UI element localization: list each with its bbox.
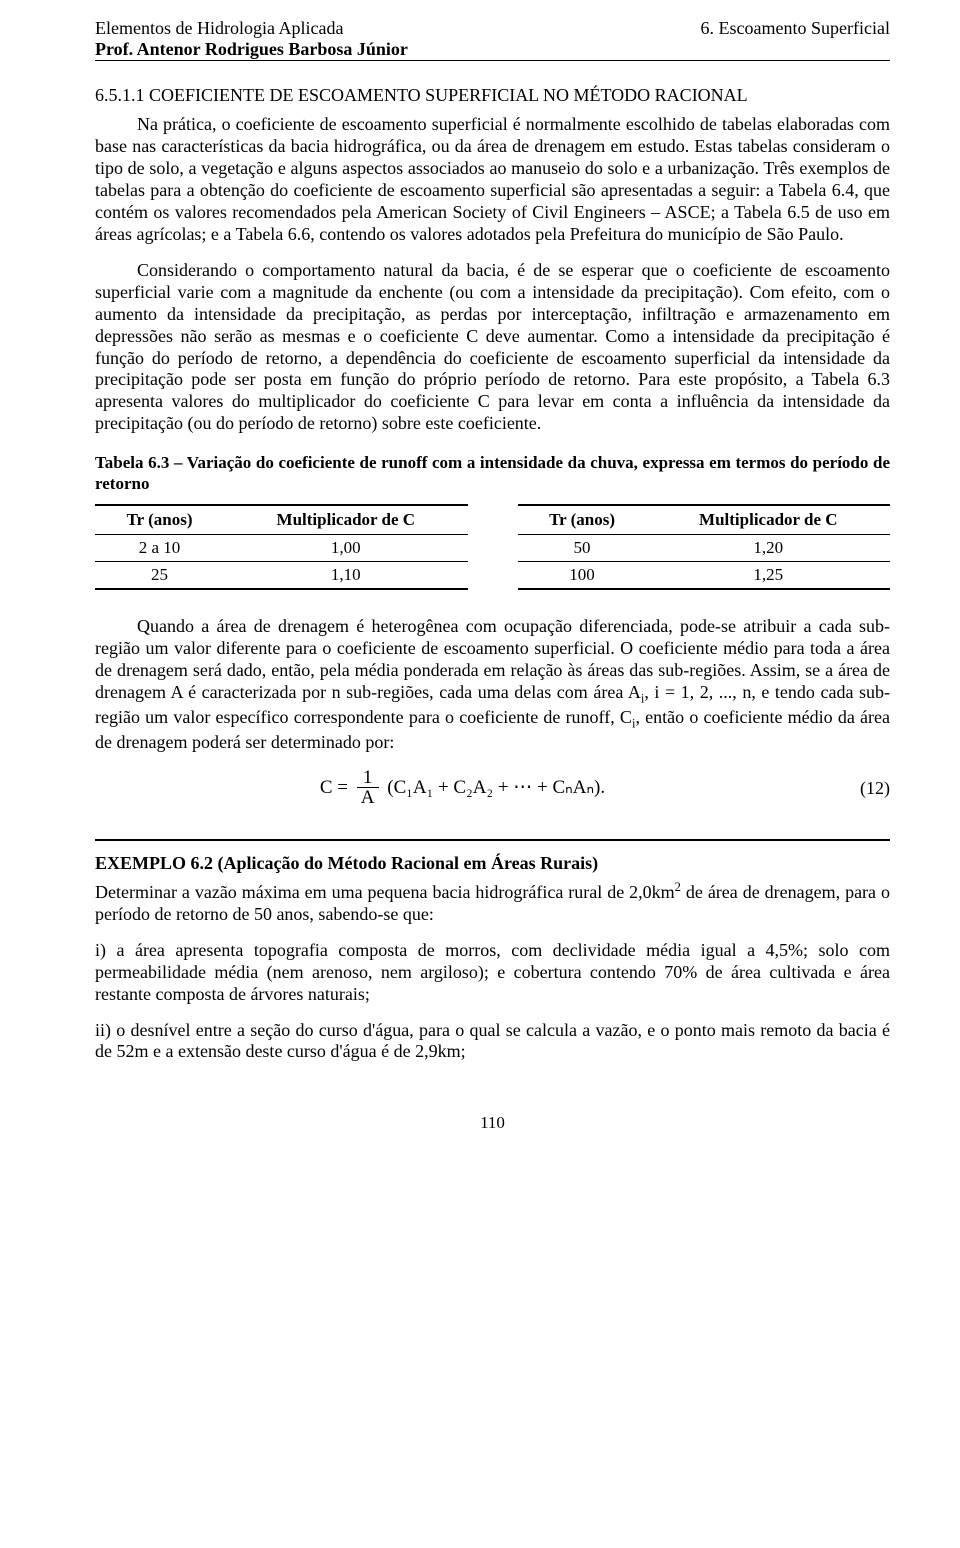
example-item-i: i) a área apresenta topografia composta … xyxy=(95,940,890,1006)
table-col-mult: Multiplicador de C xyxy=(647,505,890,535)
table-cell: 2 a 10 xyxy=(95,535,224,562)
table-row: 2 a 10 1,00 xyxy=(95,535,468,562)
header-right: 6. Escoamento Superficial xyxy=(701,18,890,60)
header-author: Prof. Antenor Rodrigues Barbosa Júnior xyxy=(95,39,408,60)
equation-12: C = 1 A (C₁A₁ + C₂A₂ + ⋯ + CₙAₙ). (12) xyxy=(95,768,890,809)
table-cell: 1,10 xyxy=(224,562,467,590)
section-title: 6.5.1.1 COEFICIENTE DE ESCOAMENTO SUPERF… xyxy=(95,85,890,106)
equation-number: (12) xyxy=(830,778,890,799)
table-col-tr: Tr (anos) xyxy=(518,505,647,535)
paragraph-2: Considerando o comportamento natural da … xyxy=(95,260,890,436)
page: Elementos de Hidrologia Aplicada Prof. A… xyxy=(0,0,960,1173)
example-title: EXEMPLO 6.2 (Aplicação do Método Raciona… xyxy=(95,853,890,874)
table-cell: 50 xyxy=(518,535,647,562)
eq-fraction: 1 A xyxy=(357,768,379,809)
table-6-3-left: Tr (anos) Multiplicador de C 2 a 10 1,00… xyxy=(95,504,468,590)
table-6-3-right: Tr (anos) Multiplicador de C 50 1,20 100… xyxy=(518,504,891,590)
paragraph-1: Na prática, o coeficiente de escoamento … xyxy=(95,114,890,246)
table-cell: 25 xyxy=(95,562,224,590)
table-row: 25 1,10 xyxy=(95,562,468,590)
example-intro: Determinar a vazão máxima em uma pequena… xyxy=(95,880,890,926)
table-cell: 1,00 xyxy=(224,535,467,562)
equation-body: C = 1 A (C₁A₁ + C₂A₂ + ⋯ + CₙAₙ). xyxy=(95,768,830,809)
table-col-tr: Tr (anos) xyxy=(95,505,224,535)
page-header: Elementos de Hidrologia Aplicada Prof. A… xyxy=(95,18,890,61)
table-6-3: Tr (anos) Multiplicador de C 2 a 10 1,00… xyxy=(95,504,890,590)
example-item-ii: ii) o desnível entre a seção do curso d'… xyxy=(95,1020,890,1064)
header-course: Elementos de Hidrologia Aplicada xyxy=(95,18,408,39)
divider xyxy=(95,839,890,841)
table-cell: 100 xyxy=(518,562,647,590)
table-row: 50 1,20 xyxy=(518,535,891,562)
table-cell: 1,20 xyxy=(647,535,890,562)
table-cell: 1,25 xyxy=(647,562,890,590)
table-6-3-caption: Tabela 6.3 – Variação do coeficiente de … xyxy=(95,453,890,494)
page-number: 110 xyxy=(95,1113,890,1133)
eq-frac-den: A xyxy=(357,788,379,809)
eq-frac-num: 1 xyxy=(357,768,379,788)
paragraph-3: Quando a área de drenagem é heterogênea … xyxy=(95,616,890,754)
table-row: 100 1,25 xyxy=(518,562,891,590)
eq-lhs: C = xyxy=(320,777,348,798)
example-intro-a: Determinar a vazão máxima em uma pequena… xyxy=(95,882,675,902)
eq-sum: (C₁A₁ + C₂A₂ + ⋯ + CₙAₙ). xyxy=(387,777,605,798)
table-col-mult: Multiplicador de C xyxy=(224,505,467,535)
header-chapter: 6. Escoamento Superficial xyxy=(701,18,890,39)
header-left: Elementos de Hidrologia Aplicada Prof. A… xyxy=(95,18,408,60)
